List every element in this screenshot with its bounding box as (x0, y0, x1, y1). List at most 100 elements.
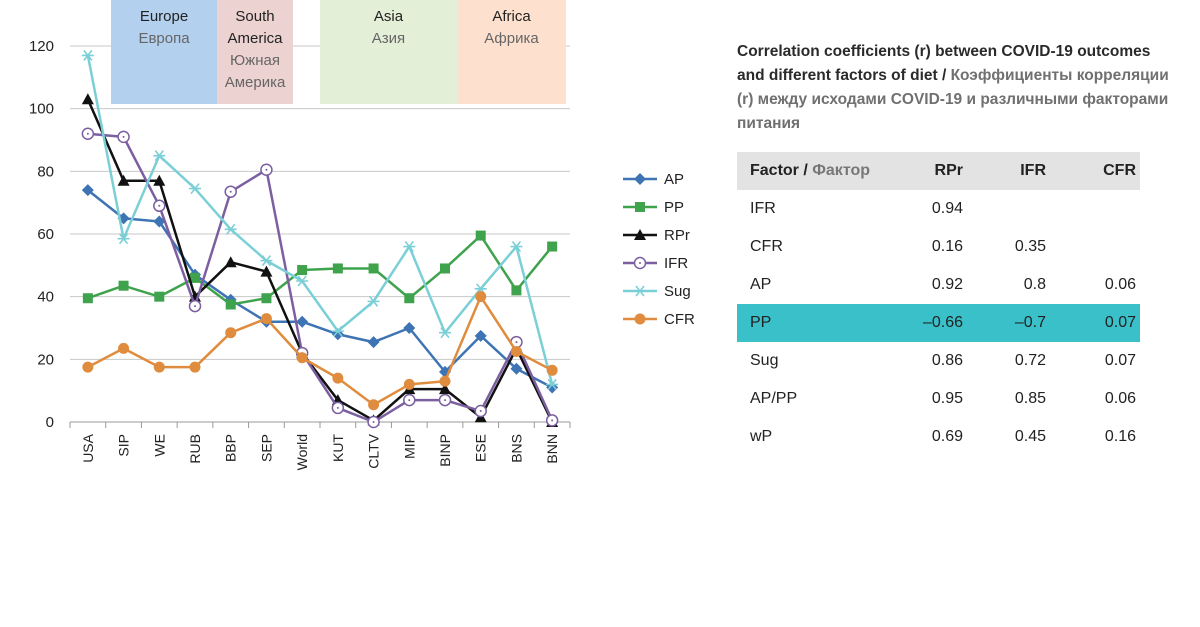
data-point-cfr (510, 346, 522, 357)
data-point-sug (439, 327, 451, 339)
data-point-cfr (332, 372, 344, 384)
series-line-cfr (87, 295, 553, 407)
row-cfr (1046, 228, 1140, 266)
data-point-rpr (260, 265, 273, 277)
row-rpr: 0.92 (931, 276, 963, 293)
data-point-cfr (225, 327, 237, 339)
table-title: Correlation coefficients (r) between COV… (737, 40, 1182, 136)
y-tick-label: 80 (37, 163, 54, 180)
data-point-pp (368, 263, 379, 274)
data-point-cfr (368, 399, 380, 411)
legend-marker (634, 285, 646, 297)
x-tick-label: BBP (223, 434, 239, 462)
row-cfr: 0.06 (1104, 390, 1136, 407)
data-point-pp (82, 293, 93, 304)
table-header-row: Factor / Фактор RPr IFR CFR (737, 152, 1140, 190)
series-line-ifr (87, 132, 554, 424)
table-row: Sug 0.86 0.72 0.07 (737, 342, 1140, 380)
header-cfr: CFR (1103, 162, 1136, 179)
data-point-sug (403, 241, 416, 253)
legend-marker (635, 202, 645, 212)
data-point-ap (403, 322, 416, 334)
marker-center (372, 421, 375, 423)
chart-area: 0 20 40 60 80 100 120 USA SIP WE RUB BBP SEP World KUT… (29, 0, 695, 470)
y-tick-label: 0 (46, 414, 54, 431)
data-point-cfr (189, 361, 201, 373)
table-title-separator: / (937, 67, 951, 84)
data-point-cfr (546, 364, 558, 376)
data-point-cfr (260, 313, 272, 325)
legend-label-ifr: IFR (664, 254, 689, 272)
data-point-sug (260, 255, 273, 267)
correlation-table-block: Correlation coefficients (r) between COV… (737, 40, 1182, 445)
x-tick-label: KUT (330, 434, 346, 462)
x-tick-label: CLTV (366, 433, 382, 468)
data-point-pp (190, 272, 200, 283)
header-factor: Factor / Фактор (737, 152, 892, 190)
table-row: CFR 0.16 0.35 (737, 228, 1140, 266)
data-point-sug (331, 325, 344, 337)
region-africa-ru: Африка (484, 30, 539, 47)
data-point-pp (475, 230, 486, 241)
legend-item-ap: AP (622, 165, 732, 193)
chart-legend: AP PP RPr IFR Sug CFR (622, 165, 732, 333)
data-point-ap (296, 315, 309, 328)
y-tick-label: 60 (37, 226, 54, 243)
row-ifr: –0.7 (1014, 314, 1046, 331)
data-point-pp (440, 263, 450, 274)
series-line-rpr (86, 98, 554, 423)
row-ifr: 0.45 (1014, 428, 1046, 445)
data-point-ap (510, 362, 523, 375)
row-cfr: 0.07 (1104, 314, 1136, 331)
data-point-pp (225, 299, 236, 310)
marker-center (158, 204, 161, 207)
data-point-sug (296, 275, 309, 287)
marker-center (194, 305, 196, 308)
region-asia-en: Asia (373, 8, 404, 25)
row-rpr: 0.69 (931, 428, 963, 445)
header-ifr: IFR (1020, 162, 1046, 179)
marker-center (515, 341, 518, 344)
data-point-cfr (439, 375, 451, 387)
legend-label-pp: PP (664, 198, 685, 216)
x-tick-label: SEP (258, 434, 274, 462)
row-label: PP (750, 314, 772, 331)
row-ifr: 0.72 (1014, 352, 1046, 369)
data-point-sug (117, 233, 130, 245)
marker-center (229, 190, 232, 193)
header-rpr: RPr (934, 162, 963, 179)
legend-item-rpr: RPr (622, 221, 732, 249)
data-point-rpr (224, 256, 237, 268)
row-cfr: 0.07 (1104, 352, 1136, 369)
region-south-america-en: South America (227, 8, 283, 47)
legend-item-ifr: IFR (622, 249, 732, 277)
region-europe: Europe Европа (111, 0, 217, 104)
x-tick-label: USA (80, 433, 96, 462)
table-row-highlighted: PP –0.66 –0.7 0.07 (737, 304, 1140, 342)
legend-marker (634, 173, 646, 185)
y-tick-label: 20 (37, 351, 54, 368)
legend-marker (634, 313, 646, 325)
marker-center (639, 262, 641, 264)
legend-marker (634, 229, 646, 240)
legend-label-ap: AP (664, 170, 685, 188)
data-point-cfr (296, 352, 308, 364)
series-pp (82, 230, 558, 310)
data-point-pp (511, 285, 522, 296)
region-asia-ru: Азия (371, 30, 406, 47)
y-tick-label: 120 (29, 38, 54, 55)
series-cfr (82, 291, 558, 411)
data-point-sug (546, 378, 559, 390)
legend-item-sug: Sug (622, 277, 732, 305)
x-tick-label: BNN (544, 434, 560, 464)
legend-swatch-pp (623, 202, 657, 212)
region-africa: Africa Африка (457, 0, 566, 104)
data-point-pp (547, 241, 558, 252)
x-tick-label: WE (151, 434, 167, 457)
data-point-ap (474, 329, 487, 342)
row-ifr: 0.85 (1014, 390, 1046, 407)
marker-center (444, 399, 446, 402)
data-point-rpr (81, 93, 94, 105)
header-factor-ru: Фактор (812, 162, 870, 179)
marker-center (551, 419, 554, 422)
